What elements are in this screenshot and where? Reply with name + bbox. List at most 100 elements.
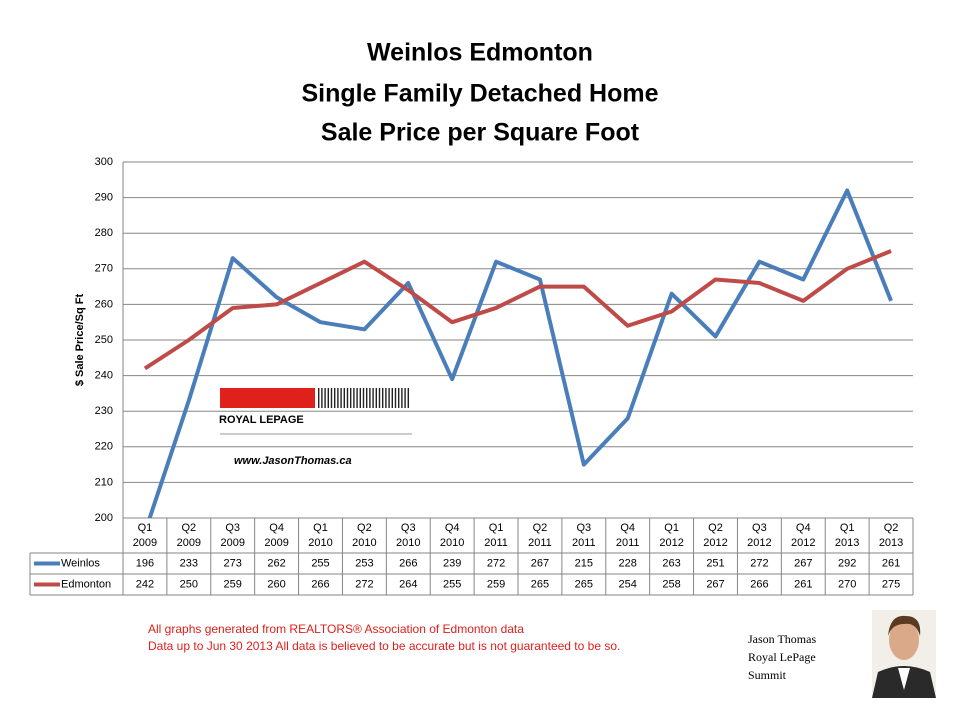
logo-bar <box>359 388 361 408</box>
y-tick-label: 260 <box>95 298 113 310</box>
logo-bar <box>350 388 352 408</box>
table-value: 272 <box>355 578 373 590</box>
logo-bar <box>340 388 342 408</box>
author: Royal LePage <box>748 650 816 664</box>
table-value: 253 <box>355 557 373 569</box>
table-value: 250 <box>180 578 198 590</box>
logo-bar <box>378 388 381 408</box>
author: Summit <box>748 668 787 682</box>
table-value: 254 <box>619 578 637 590</box>
table-value: 258 <box>662 578 680 590</box>
table-value: 266 <box>399 557 417 569</box>
logo-bar <box>391 388 393 408</box>
logo: ROYAL LEPAGE www.JasonThomas.ca <box>219 388 412 467</box>
table-value: 273 <box>224 557 242 569</box>
table-value: 272 <box>750 557 768 569</box>
table-value: 263 <box>662 557 680 569</box>
x-tick-label: Q1 2012 <box>659 522 683 549</box>
table-value: 267 <box>794 557 812 569</box>
x-tick-label: Q3 2012 <box>747 522 771 549</box>
x-tick-label: Q1 2013 <box>835 522 859 549</box>
table-value: 251 <box>706 557 724 569</box>
chart-title: Weinlos Edmonton <box>367 39 593 67</box>
y-tick-label: 250 <box>95 334 113 346</box>
x-tick-label: Q4 2011 <box>616 522 640 549</box>
table-value: 265 <box>531 578 549 590</box>
legend-label: Edmonton <box>61 578 111 590</box>
table-value: 255 <box>311 557 329 569</box>
logo-bar <box>343 388 345 408</box>
x-tick-label: Q3 2011 <box>572 522 596 549</box>
y-tick-label: 300 <box>95 156 113 168</box>
x-tick-label: Q2 2010 <box>352 522 376 549</box>
table-value: 265 <box>575 578 593 590</box>
x-tick-label: Q2 2009 <box>177 522 201 549</box>
logo-bar <box>324 388 326 408</box>
x-tick-label: Q1 2011 <box>484 522 508 549</box>
logo-bar <box>334 388 336 408</box>
logo-url: www.JasonThomas.ca <box>234 455 352 467</box>
table-value: 292 <box>838 557 856 569</box>
logo-bar <box>385 388 387 408</box>
chart-title: Single Family Detached Home <box>301 80 658 108</box>
table-value: 270 <box>838 578 856 590</box>
table-value: 262 <box>267 557 285 569</box>
plot <box>143 188 893 518</box>
table-value: 267 <box>706 578 724 590</box>
logo-bar <box>407 388 409 408</box>
logo-bar <box>362 388 365 408</box>
table-value: 264 <box>399 578 417 590</box>
logo-brand: ROYAL LEPAGE <box>219 414 304 426</box>
table-value: 242 <box>136 578 154 590</box>
table-value: 266 <box>311 578 329 590</box>
y-tick-label: 280 <box>95 227 113 239</box>
y-tick-label: 200 <box>95 512 113 524</box>
table-value: 275 <box>882 578 900 590</box>
y-tick-label: 270 <box>95 263 113 275</box>
table-value: 261 <box>794 578 812 590</box>
x-tick-label: Q4 2010 <box>440 522 464 549</box>
photo-hair <box>888 615 921 636</box>
x-tick-label: Q2 2011 <box>528 522 552 549</box>
x-tick-label: Q4 2009 <box>264 522 288 549</box>
y-tick-label: 210 <box>95 476 113 488</box>
y-tick-label: 240 <box>95 370 113 382</box>
logo-bar <box>321 388 323 408</box>
logo-bar <box>369 388 371 408</box>
x-tick-label: Q3 2009 <box>220 522 244 549</box>
logo-bar <box>366 388 368 408</box>
logo-bar <box>394 388 397 408</box>
x-tick-label: Q2 2013 <box>879 522 903 549</box>
logo-bar <box>330 388 333 408</box>
y-tick-label: 230 <box>95 405 113 417</box>
table-value: 266 <box>750 578 768 590</box>
chart-title: Sale Price per Square Foot <box>321 119 640 147</box>
logo-bar <box>353 388 355 408</box>
logo-bar <box>318 388 320 408</box>
logo-block <box>220 388 315 408</box>
table-value: 261 <box>882 557 900 569</box>
x-tick-label: Q3 2010 <box>396 522 420 549</box>
table-value: 215 <box>575 557 593 569</box>
logo-bars <box>318 388 409 408</box>
y-axis-label: $ Sale Price/Sq Ft <box>74 294 86 387</box>
note: All graphs generated from REALTORS® Asso… <box>148 622 524 636</box>
x-tick-label: Q1 2009 <box>133 522 157 549</box>
table-value: 228 <box>619 557 637 569</box>
series-line <box>147 188 893 518</box>
logo-bar <box>401 388 403 408</box>
x-tick-label: Q2 2012 <box>703 522 727 549</box>
logo-bar <box>346 388 349 408</box>
y-tick-label: 220 <box>95 441 113 453</box>
table-value: 233 <box>180 557 198 569</box>
series-line <box>143 249 892 371</box>
logo-bar <box>372 388 374 408</box>
y-tick-label: 290 <box>95 192 113 204</box>
logo-bar <box>398 388 400 408</box>
table-value: 267 <box>531 557 549 569</box>
table-value: 260 <box>267 578 285 590</box>
table-value: 259 <box>224 578 242 590</box>
table-value: 196 <box>136 557 154 569</box>
photo-face <box>889 620 919 660</box>
